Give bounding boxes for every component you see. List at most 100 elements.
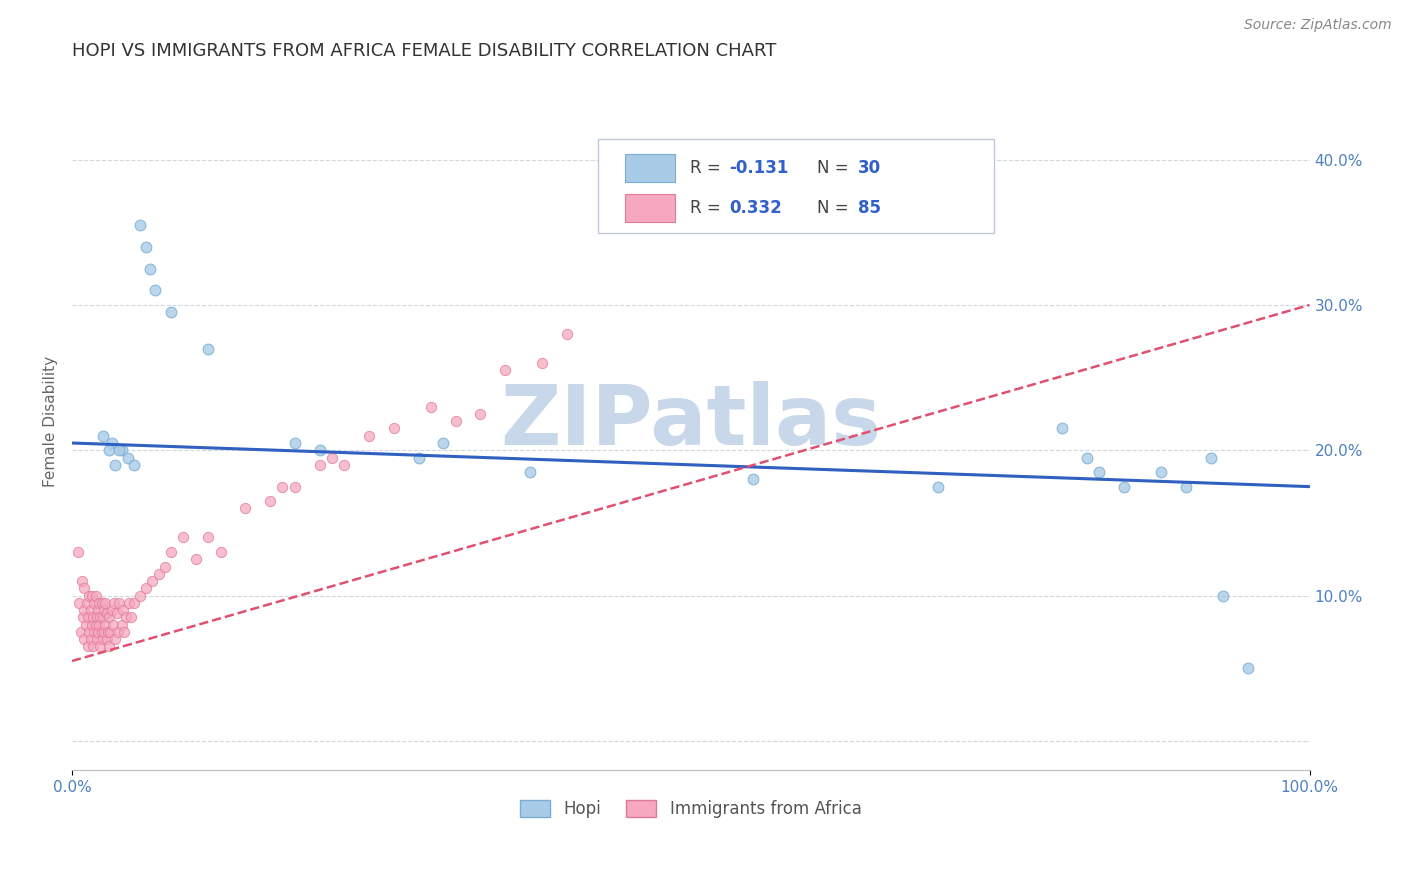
Point <box>259 494 281 508</box>
Point <box>89 640 111 654</box>
Point <box>79 589 101 603</box>
Point <box>103 596 125 610</box>
Legend: Hopi, Immigrants from Africa: Hopi, Immigrants from Africa <box>513 793 868 824</box>
Point <box>382 421 405 435</box>
Point <box>1236 661 1258 675</box>
Point <box>87 603 110 617</box>
Text: N =: N = <box>817 159 853 177</box>
Point <box>419 400 441 414</box>
Point <box>122 458 145 472</box>
Point <box>141 574 163 588</box>
Point <box>91 610 114 624</box>
Point <box>100 624 122 639</box>
Point <box>184 552 207 566</box>
Point <box>75 617 97 632</box>
Point <box>333 458 356 472</box>
Point <box>160 305 183 319</box>
Point <box>73 603 96 617</box>
Point <box>271 480 294 494</box>
Point <box>72 610 94 624</box>
Point <box>87 624 110 639</box>
Point <box>100 603 122 617</box>
Point <box>117 450 139 465</box>
Point <box>555 326 578 341</box>
Point <box>96 632 118 647</box>
Point <box>80 617 103 632</box>
Point <box>101 617 124 632</box>
Point <box>111 603 134 617</box>
Point <box>89 610 111 624</box>
Point <box>86 610 108 624</box>
Point <box>105 606 128 620</box>
Point <box>148 566 170 581</box>
Point <box>86 632 108 647</box>
Point <box>98 443 121 458</box>
Point <box>1050 421 1073 435</box>
Point <box>107 624 129 639</box>
Point <box>110 443 132 458</box>
Point <box>98 640 121 654</box>
Point <box>233 501 256 516</box>
Point <box>90 624 112 639</box>
Point <box>77 610 100 624</box>
Text: 0.332: 0.332 <box>730 199 782 217</box>
Point <box>308 443 330 458</box>
Point <box>79 603 101 617</box>
Text: R =: R = <box>689 199 725 217</box>
Point <box>135 240 157 254</box>
Point <box>67 545 90 559</box>
Point <box>83 596 105 610</box>
Point <box>82 610 104 624</box>
Text: HOPI VS IMMIGRANTS FROM AFRICA FEMALE DISABILITY CORRELATION CHART: HOPI VS IMMIGRANTS FROM AFRICA FEMALE DI… <box>72 42 776 60</box>
Point <box>104 632 127 647</box>
Point <box>494 363 516 377</box>
Point <box>432 436 454 450</box>
Point <box>110 617 132 632</box>
Point <box>79 632 101 647</box>
Point <box>308 458 330 472</box>
Point <box>357 429 380 443</box>
Point <box>197 531 219 545</box>
Text: ZIPatlas: ZIPatlas <box>501 381 882 462</box>
Point <box>98 610 121 624</box>
Point <box>321 450 343 465</box>
Point <box>76 596 98 610</box>
Point <box>1076 450 1098 465</box>
Point <box>129 218 152 232</box>
Point <box>84 617 107 632</box>
Point <box>408 450 430 465</box>
Point <box>108 596 131 610</box>
Point <box>93 624 115 639</box>
Text: -0.131: -0.131 <box>730 159 789 177</box>
Point <box>70 574 93 588</box>
Point <box>104 458 127 472</box>
Point <box>115 610 138 624</box>
Point <box>84 589 107 603</box>
Point <box>94 596 117 610</box>
Point <box>135 582 157 596</box>
Point <box>91 429 114 443</box>
Point <box>96 606 118 620</box>
Point <box>82 640 104 654</box>
Point <box>1199 450 1222 465</box>
Point <box>122 596 145 610</box>
Point <box>83 624 105 639</box>
Point <box>741 472 763 486</box>
Point <box>197 342 219 356</box>
Point <box>143 284 166 298</box>
Point <box>172 531 194 545</box>
Point <box>67 596 90 610</box>
Point <box>91 632 114 647</box>
Point <box>94 617 117 632</box>
Point <box>927 480 949 494</box>
Point <box>89 596 111 610</box>
Point <box>444 414 467 428</box>
Text: 85: 85 <box>858 199 880 217</box>
Point <box>73 632 96 647</box>
Point <box>1150 465 1173 479</box>
Point <box>129 589 152 603</box>
Point <box>93 603 115 617</box>
Point <box>470 407 492 421</box>
Text: N =: N = <box>817 199 853 217</box>
Point <box>531 356 554 370</box>
